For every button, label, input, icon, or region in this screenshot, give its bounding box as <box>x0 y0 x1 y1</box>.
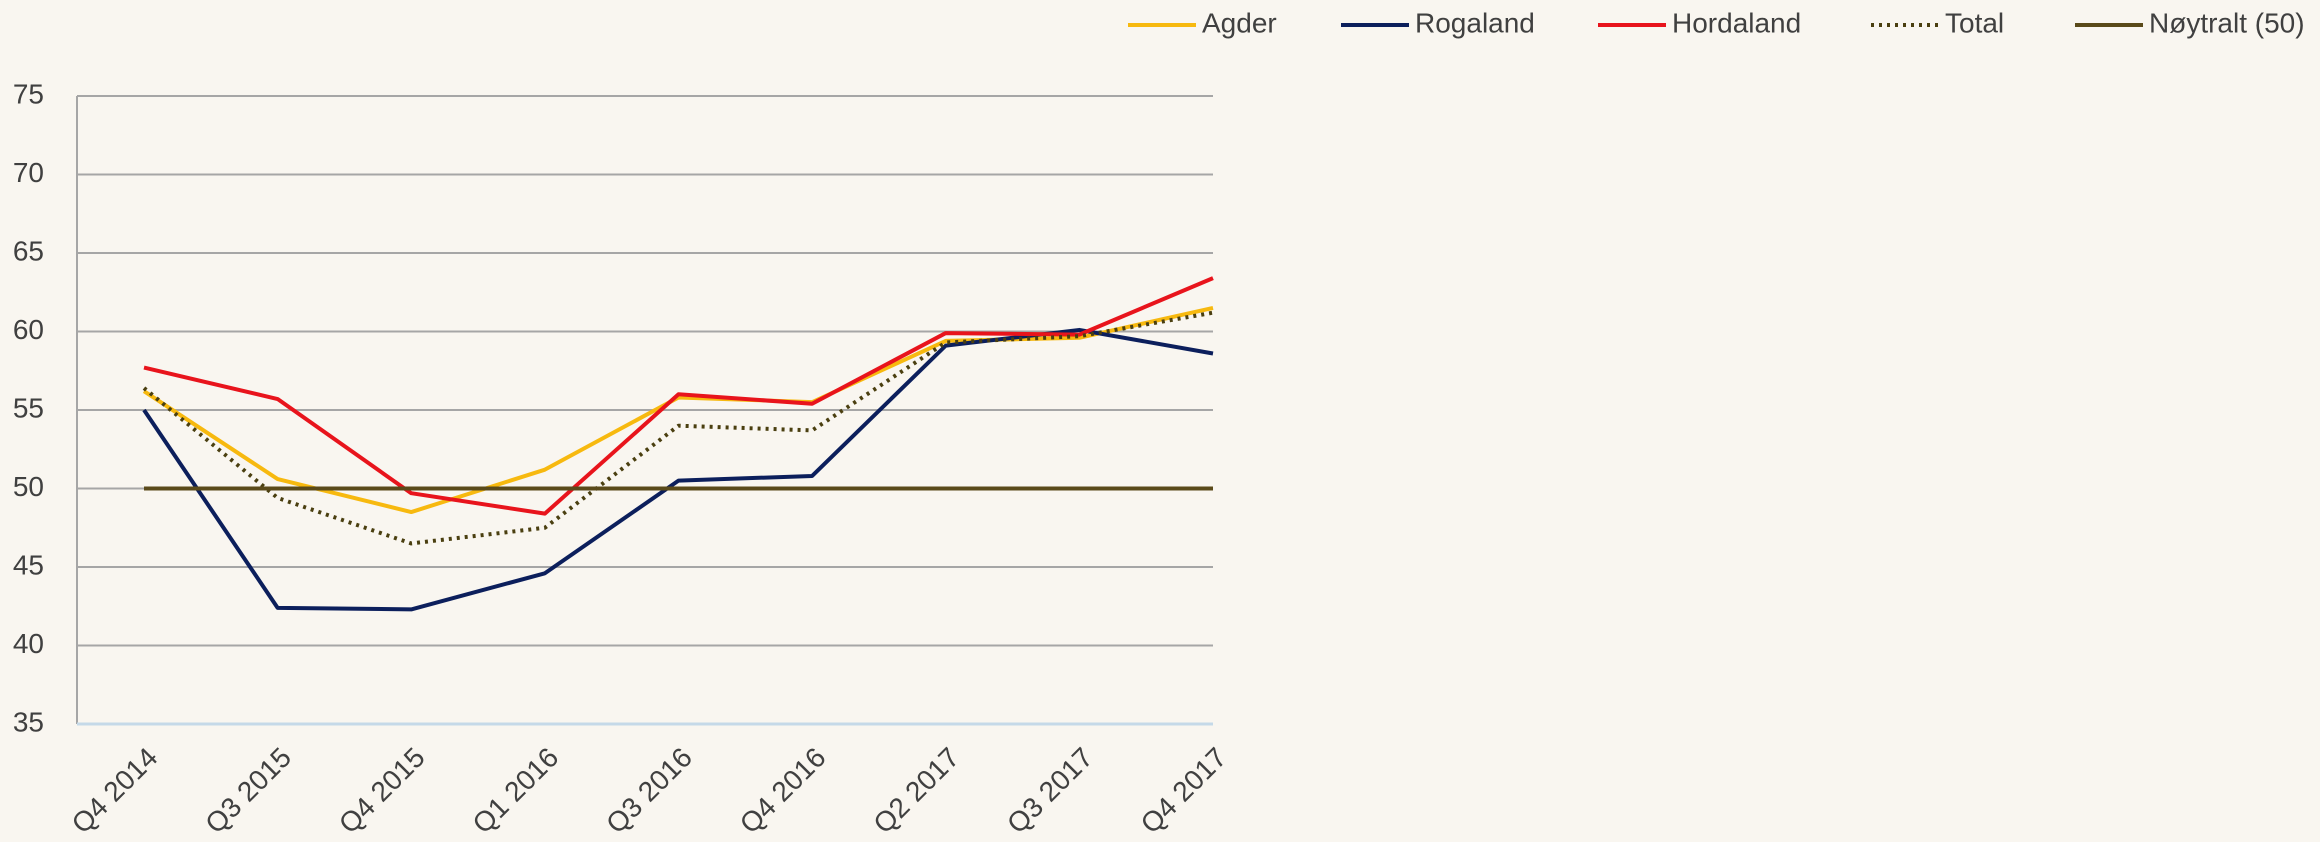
x-tick-label: Q4 2017 <box>1135 742 1233 840</box>
y-tick-label: 65 <box>13 235 44 266</box>
x-tick-label: Q1 2016 <box>466 742 564 840</box>
x-tick-label: Q2 2017 <box>867 742 965 840</box>
legend-label: Hordaland <box>1672 7 1801 38</box>
legend-label: Rogaland <box>1415 7 1535 38</box>
x-tick-label: Q4 2014 <box>66 742 164 840</box>
y-tick-label: 35 <box>13 706 44 737</box>
x-tick-label: Q3 2017 <box>1001 742 1099 840</box>
series-line <box>143 276 1214 516</box>
legend-label: Total <box>1945 7 2004 38</box>
y-tick-label: 60 <box>13 314 44 345</box>
y-tick-label: 50 <box>13 471 44 502</box>
x-tick-label: Q3 2016 <box>600 742 698 840</box>
y-tick-label: 75 <box>13 78 44 109</box>
series-line <box>142 310 1214 546</box>
x-tick-label: Q4 2016 <box>734 742 832 840</box>
x-tick-label: Q3 2015 <box>199 742 297 840</box>
y-tick-label: 40 <box>13 628 44 659</box>
y-tick-label: 70 <box>13 157 44 188</box>
legend-label: Nøytralt (50) <box>2149 7 2305 38</box>
legend-label: Agder <box>1202 7 1277 38</box>
y-tick-label: 45 <box>13 549 44 580</box>
x-tick-label: Q4 2015 <box>333 742 431 840</box>
y-tick-label: 55 <box>13 392 44 423</box>
